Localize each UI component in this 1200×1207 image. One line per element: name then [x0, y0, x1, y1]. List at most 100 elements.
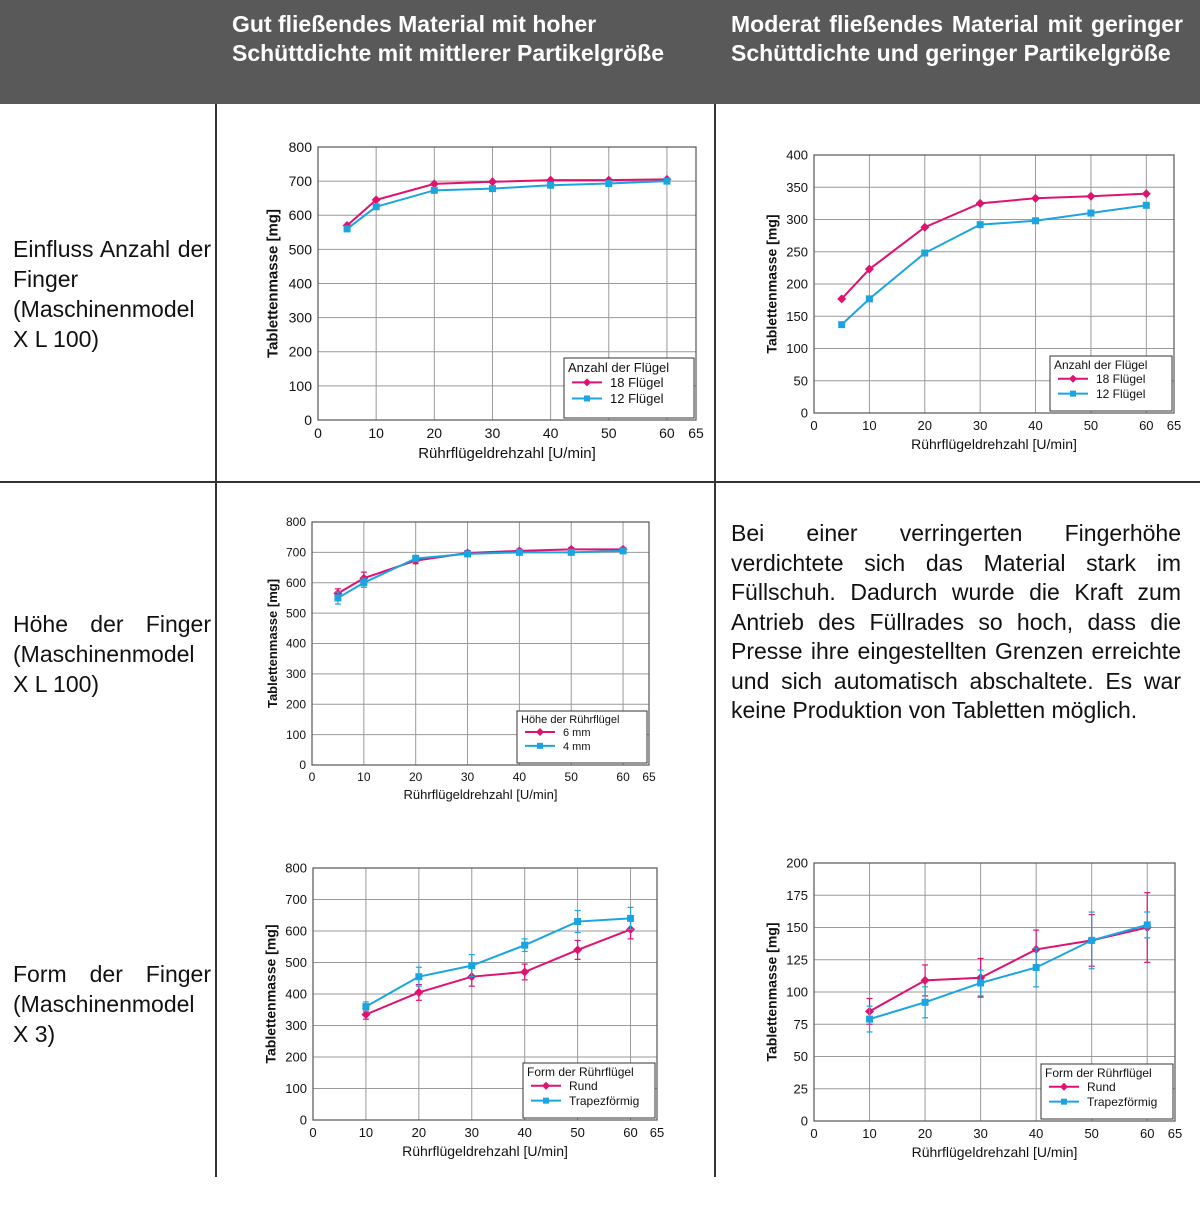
data-point-square	[372, 203, 380, 211]
data-point-square	[362, 1003, 370, 1011]
series-line-blue	[365, 917, 631, 1008]
y-axis-label: Tablettenmasse [mg]	[763, 215, 779, 354]
y-tick-label: 400	[289, 275, 313, 291]
x-tick-label: 65	[642, 770, 656, 784]
data-point-square	[921, 998, 929, 1006]
x-tick-label: 10	[368, 425, 384, 441]
x-tick-label: 65	[650, 1125, 664, 1140]
y-tick-label: 800	[285, 861, 307, 876]
chart-finger-height-good-flow: 0 100 200 300 400 500 600 700 800 0 10 20 30 40 50 60 65…	[265, 515, 656, 802]
y-tick-label: 200	[285, 1050, 307, 1065]
legend-entry: Rund	[569, 1079, 598, 1093]
y-tick-label: 300	[786, 212, 808, 227]
legend-swatch-marker	[1069, 374, 1077, 383]
row-label-finger-height: Höhe der Finger (Maschinenmodel X L 100)	[13, 611, 211, 697]
x-tick-label: 60	[659, 425, 675, 441]
plot-frame	[813, 862, 1176, 1122]
data-point-square	[1142, 201, 1150, 209]
plot-frame	[311, 521, 650, 766]
y-tick-label: 500	[285, 955, 307, 970]
series-line-blue	[869, 923, 1148, 1021]
x-tick-label: 0	[309, 770, 316, 784]
data-point-diamond	[414, 987, 424, 997]
legend-entry: 6 mm	[563, 727, 591, 739]
legend-box	[563, 357, 695, 419]
y-tick-label: 0	[801, 406, 808, 421]
x-tick-label: 30	[973, 1126, 987, 1141]
data-point-square	[430, 186, 438, 194]
legend-entry: 12 Flügel	[1096, 387, 1145, 401]
data-point-square	[488, 185, 496, 193]
y-tick-label: 700	[286, 546, 306, 560]
y-tick-label: 100	[786, 341, 808, 356]
y-tick-label: 150	[786, 920, 808, 935]
y-axis-label: Tablettenmasse [mg]	[265, 579, 280, 708]
legend-entry: 18 Flügel	[1096, 372, 1145, 386]
y-tick-label: 400	[786, 148, 808, 163]
legend-swatch-marker	[1060, 1082, 1068, 1091]
chart-finger-count-good-flow: 0 100 200 300 400 500 600 700 800 0 10 20 30 40 50 60 65…	[264, 139, 704, 462]
y-tick-label: 800	[286, 515, 306, 529]
data-point-diamond	[1086, 191, 1096, 201]
series-line-pink	[365, 928, 631, 1016]
x-tick-label: 50	[1084, 418, 1098, 433]
x-tick-label: 0	[810, 1126, 817, 1141]
y-tick-label: 50	[794, 1049, 808, 1064]
y-tick-label: 200	[786, 856, 808, 871]
data-point-square	[663, 177, 671, 185]
column-divider-1	[215, 104, 217, 1177]
x-tick-label: 50	[570, 1125, 584, 1140]
x-tick-label: 50	[565, 770, 579, 784]
y-tick-label: 125	[786, 952, 808, 967]
x-tick-label: 60	[623, 1125, 637, 1140]
y-tick-label: 300	[289, 310, 313, 326]
y-axis-label: Tablettenmasse [mg]	[262, 925, 278, 1064]
x-tick-label: 40	[517, 1125, 531, 1140]
y-tick-label: 150	[786, 309, 808, 324]
x-tick-label: 40	[543, 425, 559, 441]
plot-frame	[317, 146, 697, 421]
legend-entry: 12 Flügel	[610, 391, 664, 406]
row-label-finger-count: Einfluss Anzahl der Finger (Maschinenmod…	[13, 236, 211, 352]
x-tick-label: 0	[314, 425, 322, 441]
data-point-square	[627, 914, 635, 922]
y-tick-label: 100	[289, 378, 313, 394]
legend-title: Form der Rührflügel	[527, 1065, 634, 1079]
y-tick-label: 400	[286, 637, 306, 651]
y-tick-label: 500	[289, 241, 313, 257]
data-point-square	[415, 973, 423, 981]
data-point-diamond	[371, 195, 381, 205]
x-axis-label: Rührflügeldrehzahl [U/min]	[418, 445, 596, 462]
legend-title: Anzahl der Flügel	[568, 360, 669, 375]
y-tick-label: 0	[300, 1113, 307, 1128]
data-point-square	[977, 979, 985, 987]
y-tick-label: 50	[794, 373, 808, 388]
y-tick-label: 600	[286, 576, 306, 590]
table-header: Gut fließendes Material mit hoher Schütt…	[0, 0, 1200, 104]
data-point-square	[468, 962, 476, 970]
x-tick-label: 60	[616, 770, 630, 784]
legend-swatch-marker	[537, 742, 543, 749]
legend-entry: Trapezförmig	[1087, 1095, 1157, 1109]
data-point-square	[838, 321, 846, 329]
header-col2: Moderat fließendes Material mit geringer…	[731, 11, 1183, 66]
chart-finger-shape-good-flow: 0 100 200 300 400 500 600 700 800 0 10 20 30 40 50 60 65…	[262, 861, 664, 1159]
y-tick-label: 200	[786, 277, 808, 292]
y-tick-label: 600	[285, 924, 307, 939]
y-tick-label: 300	[286, 667, 306, 681]
x-tick-label: 65	[688, 425, 704, 441]
x-tick-label: 10	[359, 1125, 373, 1140]
x-tick-label: 50	[601, 425, 617, 441]
y-tick-label: 25	[794, 1081, 808, 1096]
y-tick-label: 175	[786, 888, 808, 903]
note-text: Bei einer verringerten Fingerhöhe verdic…	[731, 520, 1181, 723]
x-tick-label: 30	[461, 770, 475, 784]
legend-swatch-marker	[584, 395, 590, 402]
x-axis-label: Rührflügeldrehzahl [U/min]	[911, 436, 1077, 452]
x-axis-label: Rührflügeldrehzahl [U/min]	[404, 787, 558, 802]
data-point-diamond	[429, 179, 439, 189]
legend-swatch-marker	[542, 1081, 550, 1090]
legend-entry: Rund	[1087, 1080, 1116, 1094]
legend-swatch-marker	[536, 728, 544, 737]
data-point-square	[1032, 217, 1040, 225]
